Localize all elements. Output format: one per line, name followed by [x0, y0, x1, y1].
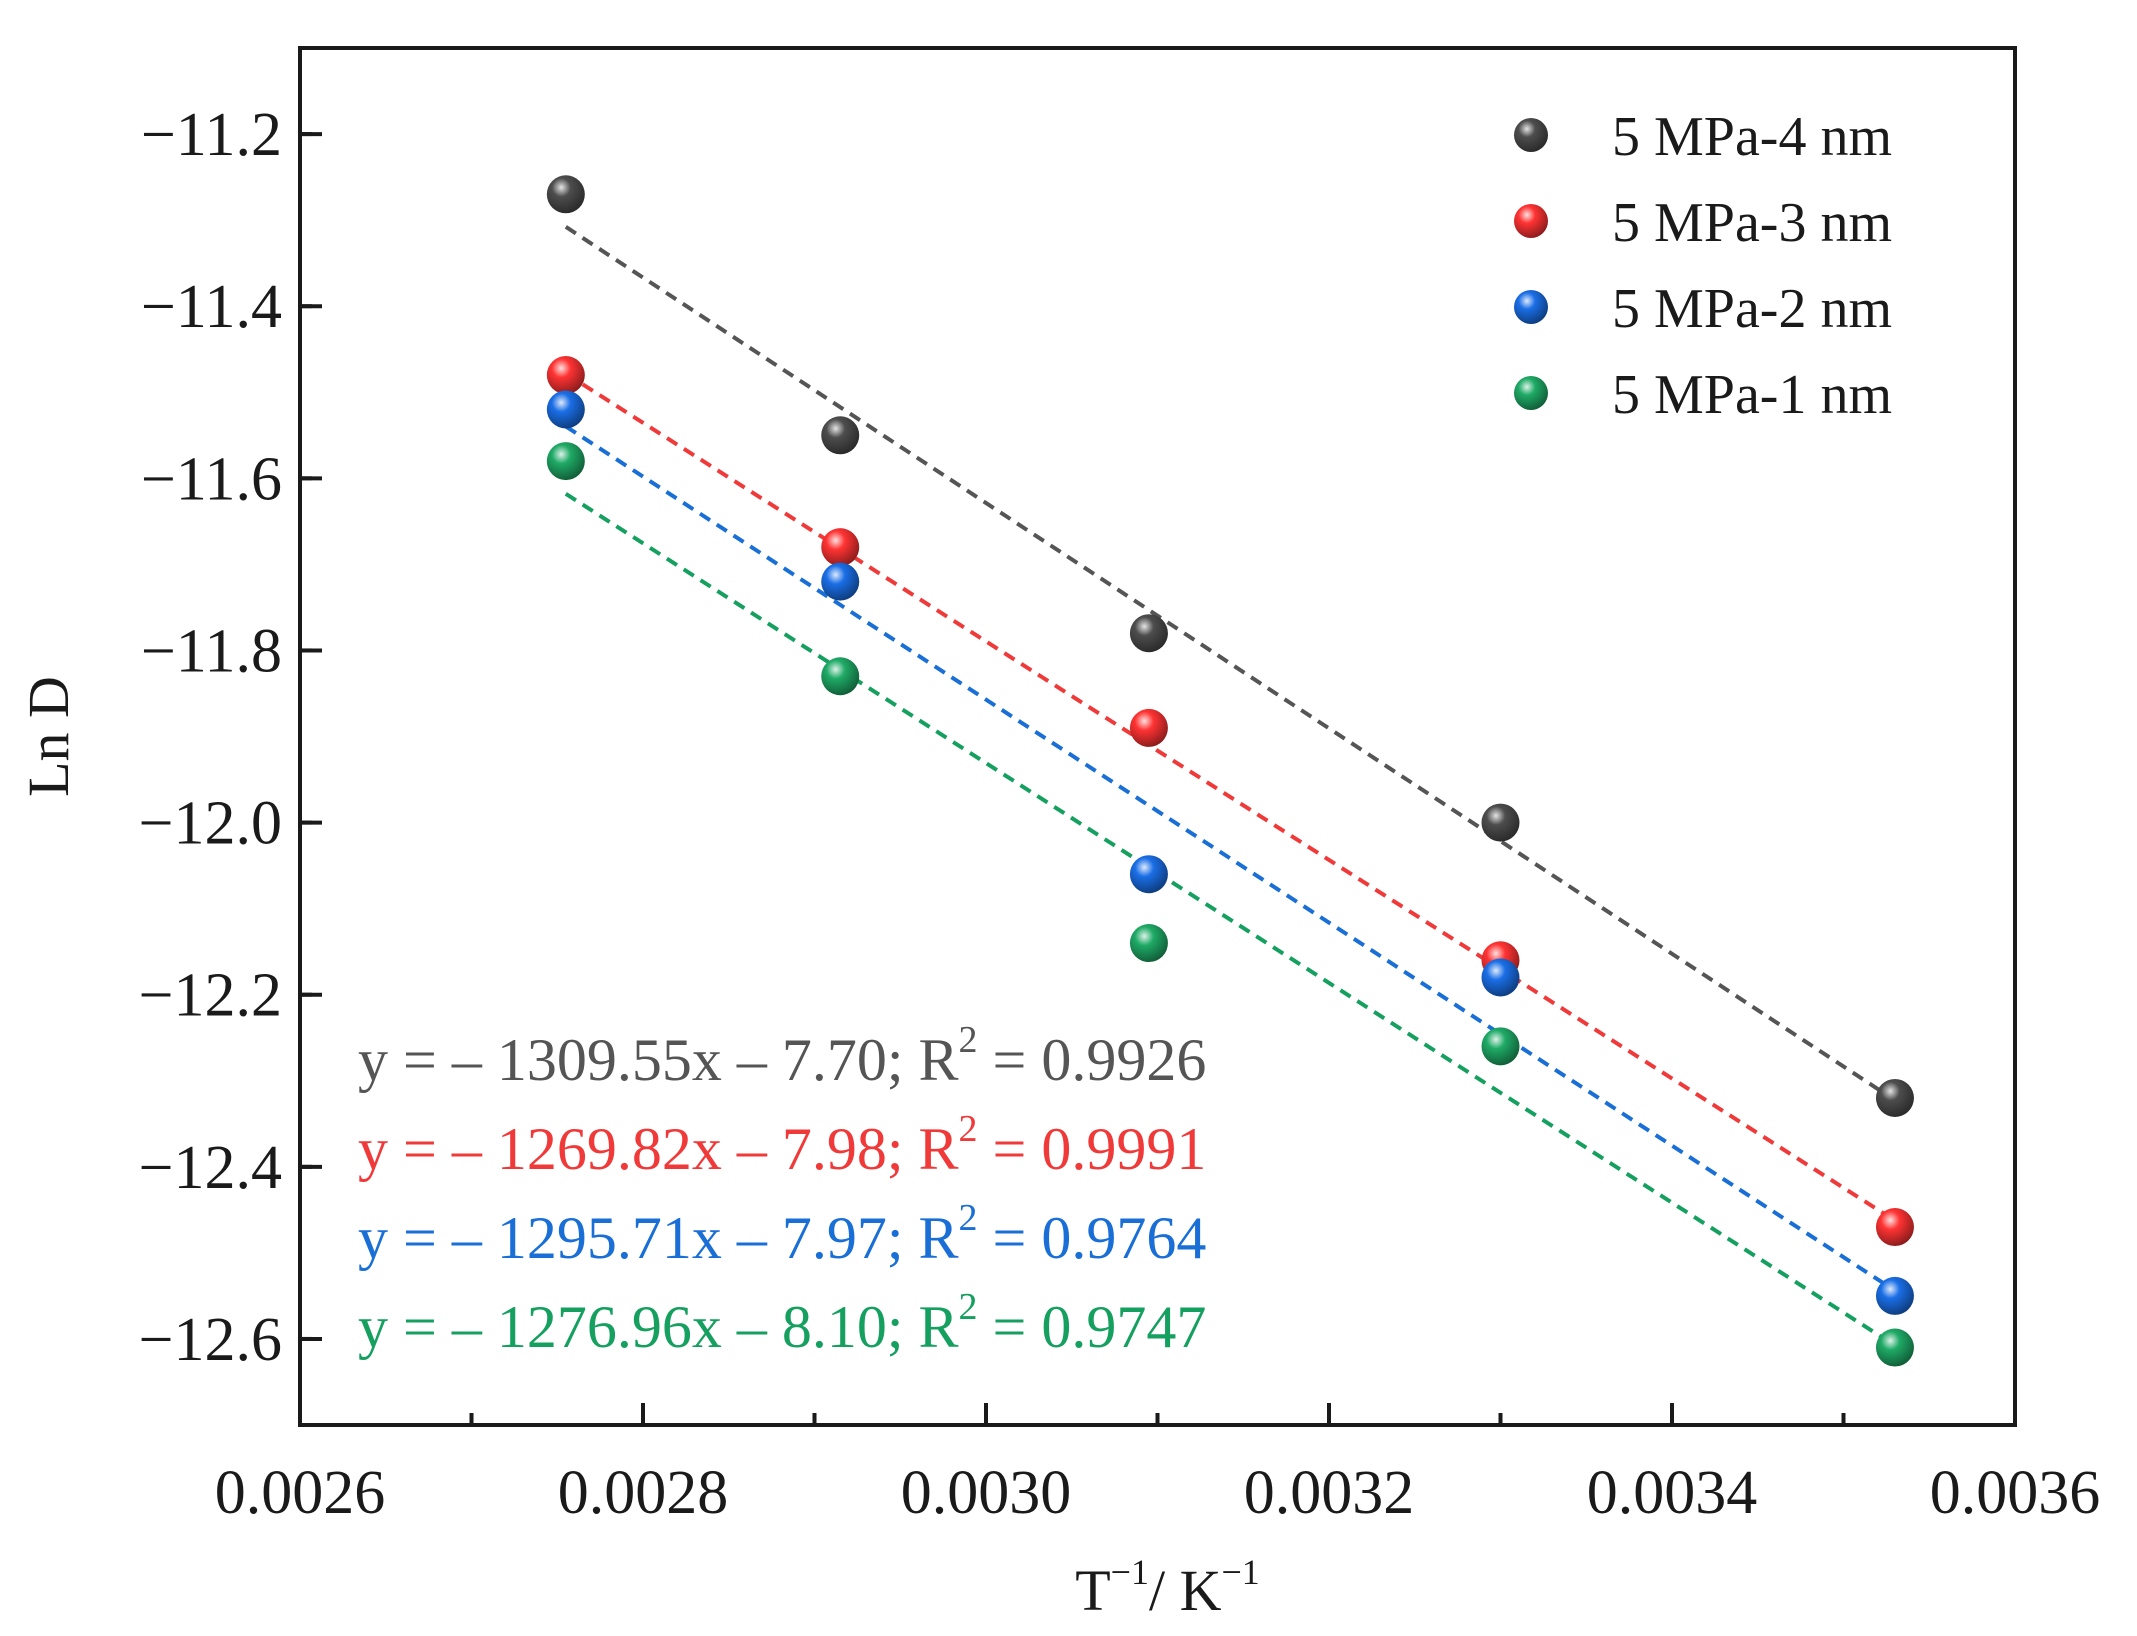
x-axis-title-base: T — [1075, 1558, 1110, 1623]
equation-text: y = – 1295.71x – 7.97; R — [358, 1205, 959, 1271]
legend-marker — [1514, 118, 1548, 152]
x-tick-label: 0.0030 — [901, 1459, 1072, 1527]
legend: 5 MPa-4 nm 5 MPa-3 nm 5 MPa-2 nm 5 MPa-1 nm — [1514, 106, 1892, 426]
x-axis-title-sup2: −1 — [1221, 1552, 1259, 1592]
fit-equation: y = – 1309.55x – 7.70; R2 = 0.9926 — [358, 1019, 1206, 1093]
data-point — [821, 528, 860, 567]
x-tick-label: 0.0028 — [558, 1459, 729, 1527]
legend-label: 5 MPa-4 nm — [1612, 106, 1892, 168]
equation-superscript: 2 — [959, 1108, 978, 1150]
legend-marker — [1514, 376, 1548, 410]
equation-r2: = 0.9991 — [978, 1116, 1207, 1182]
x-tick-label: 0.0026 — [215, 1459, 386, 1527]
x-axis-title: T−1/ K−1 — [1075, 1552, 1260, 1623]
fit-equation: y = – 1276.96x – 8.10; R2 = 0.9747 — [358, 1286, 1206, 1360]
data-point — [1129, 708, 1168, 747]
x-tick-label: 0.0036 — [1930, 1459, 2101, 1527]
data-points — [546, 175, 1914, 1367]
fit-equation: y = – 1295.71x – 7.97; R2 = 0.9764 — [358, 1197, 1206, 1271]
data-point — [546, 356, 585, 395]
equation-superscript: 2 — [959, 1286, 978, 1328]
legend-marker — [1514, 204, 1548, 238]
data-point — [1481, 1027, 1520, 1066]
data-point — [1129, 614, 1168, 653]
legend-label: 5 MPa-1 nm — [1612, 364, 1892, 426]
data-point — [1481, 803, 1520, 842]
x-axis-ticks: 0.0026 0.0028 0.0030 0.0032 0.0034 0.0036 — [215, 1403, 2101, 1527]
data-point — [546, 442, 585, 481]
x-axis-title-sup1: −1 — [1111, 1552, 1149, 1592]
y-tick-label: −11.4 — [141, 273, 282, 341]
equation-text: y = – 1276.96x – 8.10; R — [358, 1294, 959, 1360]
equation-text: y = – 1269.82x – 7.98; R — [358, 1116, 959, 1182]
equation-superscript: 2 — [959, 1019, 978, 1061]
data-point — [546, 175, 585, 214]
equation-superscript: 2 — [959, 1197, 978, 1239]
equation-r2: = 0.9764 — [978, 1205, 1207, 1271]
data-point — [1129, 924, 1168, 963]
y-tick-label: −11.2 — [141, 101, 282, 169]
x-tick-label: 0.0034 — [1587, 1459, 1758, 1527]
data-point — [546, 390, 585, 429]
fit-equation: y = – 1269.82x – 7.98; R2 = 0.9991 — [358, 1108, 1206, 1182]
fit-lines — [564, 225, 1897, 1348]
equation-r2: = 0.9926 — [978, 1027, 1207, 1093]
fit-line — [564, 371, 1897, 1223]
data-point — [1875, 1078, 1914, 1117]
y-tick-label: −12.2 — [139, 962, 282, 1030]
data-point — [821, 562, 860, 601]
y-tick-label: −12.6 — [139, 1306, 282, 1374]
data-point — [1129, 855, 1168, 894]
data-point — [1875, 1328, 1914, 1367]
equation-text: y = – 1309.55x – 7.70; R — [358, 1027, 959, 1093]
y-tick-label: −12.0 — [139, 790, 282, 858]
y-axis-title: Ln D — [16, 676, 81, 797]
data-point — [1481, 958, 1520, 997]
data-point — [1875, 1276, 1914, 1315]
data-point — [1875, 1208, 1914, 1247]
equation-r2: = 0.9747 — [978, 1294, 1207, 1360]
fit-line — [564, 492, 1897, 1348]
y-tick-label: −12.4 — [139, 1134, 282, 1202]
legend-label: 5 MPa-2 nm — [1612, 278, 1892, 340]
data-point — [821, 416, 860, 455]
legend-marker — [1514, 290, 1548, 324]
fit-line — [564, 424, 1897, 1293]
y-tick-label: −11.8 — [141, 617, 282, 685]
legend-label: 5 MPa-3 nm — [1612, 192, 1892, 254]
y-axis-ticks: −11.2 −11.4 −11.6 −11.8 −12.0 −12.2 −12.4 −12.6 — [139, 101, 322, 1374]
x-tick-label: 0.0032 — [1244, 1459, 1415, 1527]
data-point — [821, 657, 860, 696]
fit-line — [564, 225, 1897, 1102]
y-tick-label: −11.6 — [141, 445, 282, 513]
x-axis-title-unit: / K — [1149, 1558, 1222, 1623]
